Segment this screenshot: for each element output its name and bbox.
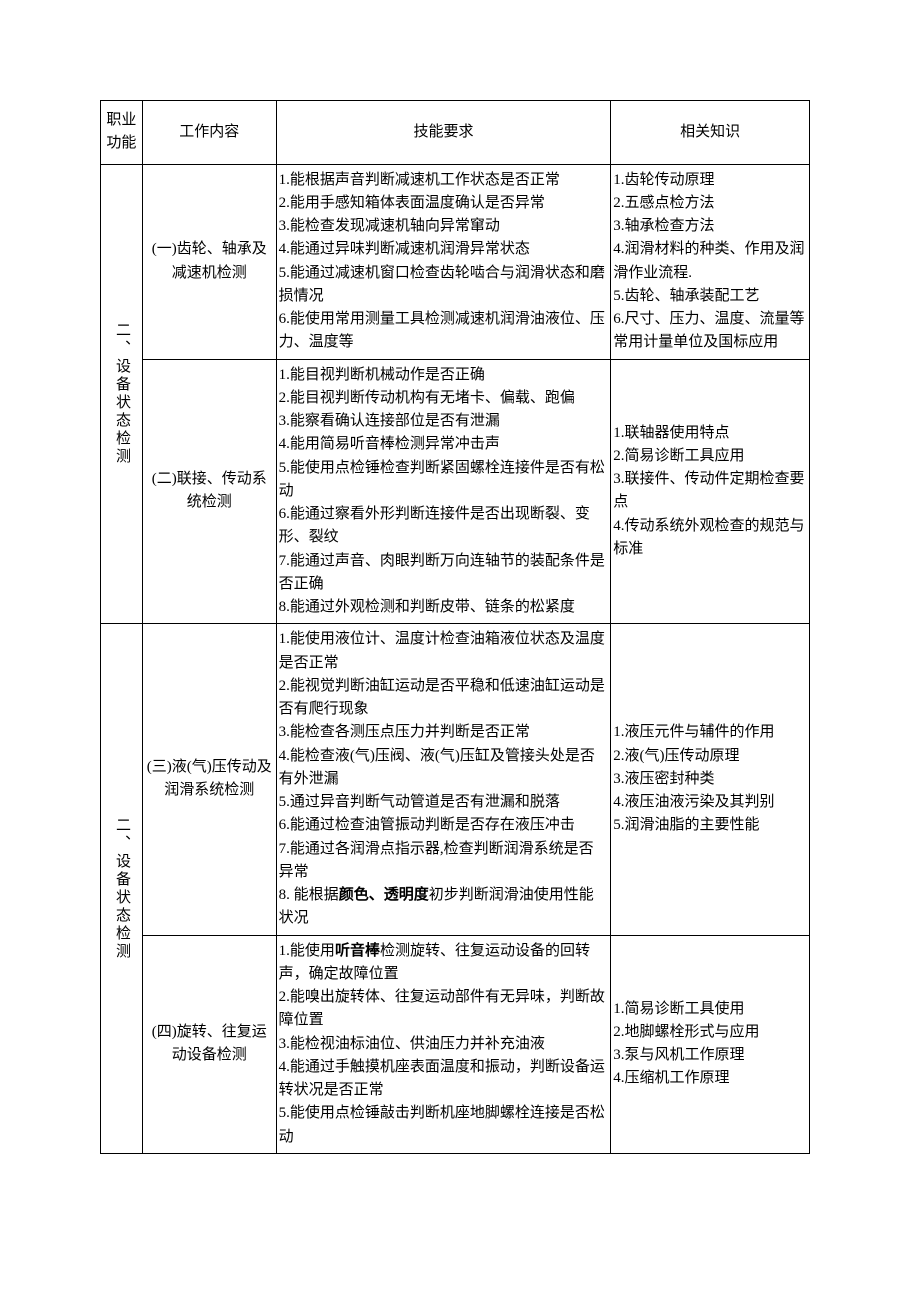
skill-item: 2.能目视判断传动机构有无堵卡、偏载、跑偏 xyxy=(279,387,608,410)
skill-item: 2.能嗅出旋转体、往复运动部件有无异味，判断故障位置 xyxy=(279,986,608,1033)
skills-table: 职业功能 工作内容 技能要求 相关知识 二、设备状态检测 (一)齿轮、轴承及减速… xyxy=(100,100,810,1154)
table-row: 二、设备状态检测 (三)液(气)压传动及润滑系统检测 1.能使用液位计、温度计检… xyxy=(101,624,810,935)
table-row: 二、设备状态检测 (一)齿轮、轴承及减速机检测 1.能根据声音判断减速机工作状态… xyxy=(101,164,810,359)
skill-item: 6.能通过检查油管振动判断是否存在液压冲击 xyxy=(279,814,608,837)
skill-cell: 1.能根据声音判断减速机工作状态是否正常 2.能用手感知箱体表面温度确认是否异常… xyxy=(276,164,611,359)
skill-item: 7.能通过声音、肉眼判断万向连轴节的装配条件是否正确 xyxy=(279,550,608,597)
knowledge-item: 1.简易诊断工具使用 xyxy=(613,998,806,1021)
knowledge-item: 4.润滑材料的种类、作用及润滑作业流程. xyxy=(613,238,806,285)
skill-item: 1.能使用液位计、温度计检查油箱液位状态及温度是否正常 xyxy=(279,628,608,675)
knowledge-item: 3.轴承检查方法 xyxy=(613,215,806,238)
knowledge-cell: 1.液压元件与辅件的作用 2.液(气)压传动原理 3.液压密封种类 4.液压油液… xyxy=(611,624,810,935)
header-work: 工作内容 xyxy=(142,101,276,165)
table-header-row: 职业功能 工作内容 技能要求 相关知识 xyxy=(101,101,810,165)
function-label: 二、设备状态检测 xyxy=(110,322,133,466)
skill-item: 3.能察看确认连接部位是否有泄漏 xyxy=(279,410,608,433)
skill-cell: 1.能目视判断机械动作是否正确 2.能目视判断传动机构有无堵卡、偏载、跑偏 3.… xyxy=(276,359,611,624)
skill-item: 1.能使用听音棒检测旋转、往复运动设备的回转声，确定故障位置 xyxy=(279,940,608,987)
skill-item: 4.能用简易听音棒检测异常冲击声 xyxy=(279,433,608,456)
skill-item: 1.能根据声音判断减速机工作状态是否正常 xyxy=(279,169,608,192)
function-cell: 二、设备状态检测 xyxy=(101,624,143,1154)
function-cell: 二、设备状态检测 xyxy=(101,164,143,624)
knowledge-item: 3.泵与风机工作原理 xyxy=(613,1044,806,1067)
knowledge-item: 3.联接件、传动件定期检查要点 xyxy=(613,468,806,515)
header-knowledge: 相关知识 xyxy=(611,101,810,165)
skill-item: 5.能使用点检锤敲击判断机座地脚螺栓连接是否松动 xyxy=(279,1102,608,1149)
knowledge-item: 4.传动系统外观检查的规范与标准 xyxy=(613,515,806,562)
function-label: 二、设备状态检测 xyxy=(110,817,133,961)
table-row: (四)旋转、往复运动设备检测 1.能使用听音棒检测旋转、往复运动设备的回转声，确… xyxy=(101,935,810,1153)
knowledge-item: 1.齿轮传动原理 xyxy=(613,169,806,192)
knowledge-item: 2.地脚螺栓形式与应用 xyxy=(613,1021,806,1044)
knowledge-item: 6.尺寸、压力、温度、流量等常用计量单位及国标应用 xyxy=(613,308,806,355)
skill-item: 3.能检视油标油位、供油压力并补充油液 xyxy=(279,1033,608,1056)
skill-item: 5.能使用点检锤检查判断紧固螺栓连接件是否有松动 xyxy=(279,457,608,504)
knowledge-cell: 1.齿轮传动原理 2.五感点检方法 3.轴承检查方法 4.润滑材料的种类、作用及… xyxy=(611,164,810,359)
skill-item: 6.能通过察看外形判断连接件是否出现断裂、变形、裂纹 xyxy=(279,503,608,550)
work-content-cell: (二)联接、传动系统检测 xyxy=(142,359,276,624)
skill-item: 7.能通过各润滑点指示器,检查判断润滑系统是否异常 xyxy=(279,838,608,885)
skill-item: 3.能检查各测压点压力并判断是否正常 xyxy=(279,721,608,744)
header-function: 职业功能 xyxy=(101,101,143,165)
knowledge-item: 3.液压密封种类 xyxy=(613,768,806,791)
skill-item: 4.能检查液(气)压阀、液(气)压缸及管接头处是否有外泄漏 xyxy=(279,745,608,792)
knowledge-item: 2.五感点检方法 xyxy=(613,192,806,215)
skill-item: 8.能通过外观检测和判断皮带、链条的松紧度 xyxy=(279,596,608,619)
skill-item: 6.能使用常用测量工具检测减速机润滑油液位、压力、温度等 xyxy=(279,308,608,355)
knowledge-cell: 1.联轴器使用特点 2.简易诊断工具应用 3.联接件、传动件定期检查要点 4.传… xyxy=(611,359,810,624)
skill-cell: 1.能使用听音棒检测旋转、往复运动设备的回转声，确定故障位置 2.能嗅出旋转体、… xyxy=(276,935,611,1153)
header-skill: 技能要求 xyxy=(276,101,611,165)
knowledge-item: 1.联轴器使用特点 xyxy=(613,422,806,445)
work-content-cell: (一)齿轮、轴承及减速机检测 xyxy=(142,164,276,359)
skill-item: 1.能目视判断机械动作是否正确 xyxy=(279,364,608,387)
knowledge-item: 5.齿轮、轴承装配工艺 xyxy=(613,285,806,308)
skill-item: 8. 能根据颜色、透明度初步判断润滑油使用性能状况 xyxy=(279,884,608,931)
table-row: (二)联接、传动系统检测 1.能目视判断机械动作是否正确 2.能目视判断传动机构… xyxy=(101,359,810,624)
knowledge-item: 1.液压元件与辅件的作用 xyxy=(613,721,806,744)
knowledge-item: 2.液(气)压传动原理 xyxy=(613,745,806,768)
work-content-cell: (三)液(气)压传动及润滑系统检测 xyxy=(142,624,276,935)
skill-item: 3.能检查发现减速机轴向异常窜动 xyxy=(279,215,608,238)
knowledge-item: 5.润滑油脂的主要性能 xyxy=(613,814,806,837)
skill-item: 2.能视觉判断油缸运动是否平稳和低速油缸运动是否有爬行现象 xyxy=(279,675,608,722)
knowledge-item: 2.简易诊断工具应用 xyxy=(613,445,806,468)
skill-item: 4.能通过异味判断减速机润滑异常状态 xyxy=(279,238,608,261)
skill-item: 2.能用手感知箱体表面温度确认是否异常 xyxy=(279,192,608,215)
skill-item: 4.能通过手触摸机座表面温度和振动，判断设备运转状况是否正常 xyxy=(279,1056,608,1103)
skill-item: 5.通过异音判断气动管道是否有泄漏和脱落 xyxy=(279,791,608,814)
skill-cell: 1.能使用液位计、温度计检查油箱液位状态及温度是否正常 2.能视觉判断油缸运动是… xyxy=(276,624,611,935)
knowledge-item: 4.液压油液污染及其判别 xyxy=(613,791,806,814)
knowledge-cell: 1.简易诊断工具使用 2.地脚螺栓形式与应用 3.泵与风机工作原理 4.压缩机工… xyxy=(611,935,810,1153)
work-content-cell: (四)旋转、往复运动设备检测 xyxy=(142,935,276,1153)
knowledge-item: 4.压缩机工作原理 xyxy=(613,1067,806,1090)
skill-item: 5.能通过减速机窗口检查齿轮啮合与润滑状态和磨损情况 xyxy=(279,262,608,309)
